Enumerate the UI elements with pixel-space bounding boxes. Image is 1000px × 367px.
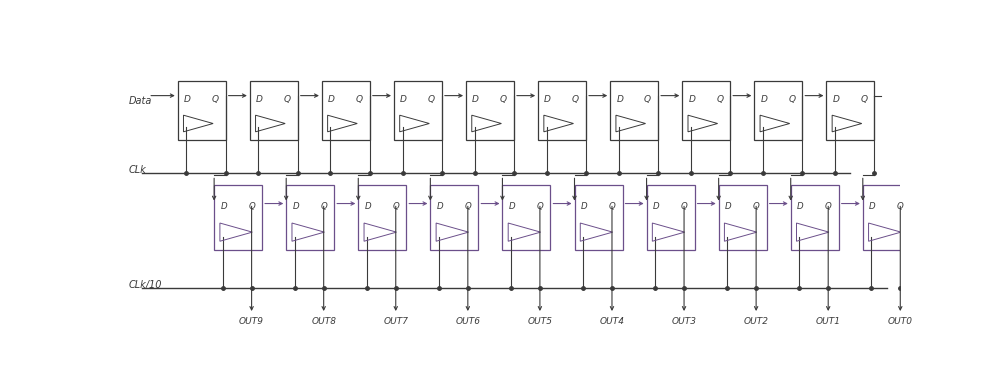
Text: OUT1: OUT1 [816,317,841,326]
Text: Q: Q [248,201,255,211]
Text: D: D [833,95,839,104]
Text: D: D [616,95,623,104]
Bar [322,81,370,140]
Text: D: D [869,201,876,211]
Text: OUT0: OUT0 [888,317,913,326]
Bar [466,81,514,140]
Bar [863,185,911,250]
Text: D: D [544,95,551,104]
Text: OUT3: OUT3 [672,317,697,326]
Bar [394,81,442,140]
Text: OUT2: OUT2 [744,317,769,326]
Text: Q: Q [753,201,760,211]
Text: D: D [328,95,335,104]
Text: Q: Q [356,95,363,104]
Text: D: D [400,95,407,104]
Text: D: D [797,201,804,211]
Text: D: D [653,201,659,211]
Text: D: D [509,201,515,211]
Bar [538,81,586,140]
Text: D: D [184,95,191,104]
Text: D: D [437,201,443,211]
Bar [754,81,802,140]
Bar [610,81,658,140]
Text: Q: Q [500,95,507,104]
Text: Q: Q [860,95,867,104]
Text: Q: Q [212,95,219,104]
Text: Q: Q [681,201,687,211]
Bar [647,185,695,250]
Text: D: D [256,95,263,104]
Text: Q: Q [464,201,471,211]
Text: D: D [725,201,732,211]
Text: OUT7: OUT7 [383,317,408,326]
Text: D: D [472,95,479,104]
Bar [574,185,623,250]
Bar [286,185,334,250]
Text: CLk/10: CLk/10 [129,280,162,290]
Bar [430,185,478,250]
Text: Q: Q [320,201,327,211]
Text: CLk: CLk [129,165,147,175]
Text: OUT5: OUT5 [527,317,552,326]
Text: Q: Q [644,95,651,104]
Bar [826,81,874,140]
Text: D: D [581,201,587,211]
Text: OUT6: OUT6 [455,317,480,326]
Bar [214,185,262,250]
Text: OUT9: OUT9 [239,317,264,326]
Bar [791,185,839,250]
Text: OUT8: OUT8 [311,317,336,326]
Text: Q: Q [609,201,615,211]
Bar [358,185,406,250]
Text: Q: Q [537,201,543,211]
Text: D: D [760,95,767,104]
Text: Q: Q [392,201,399,211]
Text: D: D [220,201,227,211]
Text: Q: Q [825,201,832,211]
Text: Q: Q [572,95,579,104]
Bar [502,185,550,250]
Text: Q: Q [788,95,795,104]
Text: D: D [365,201,371,211]
Bar [682,81,730,140]
Text: Q: Q [716,95,723,104]
Text: OUT4: OUT4 [599,317,624,326]
Text: Q: Q [284,95,291,104]
Bar [178,81,226,140]
Bar [719,185,767,250]
Text: D: D [688,95,695,104]
Text: Q: Q [428,95,435,104]
Text: Q: Q [897,201,904,211]
Text: D: D [292,201,299,211]
Bar [250,81,298,140]
Text: Data: Data [129,95,152,106]
